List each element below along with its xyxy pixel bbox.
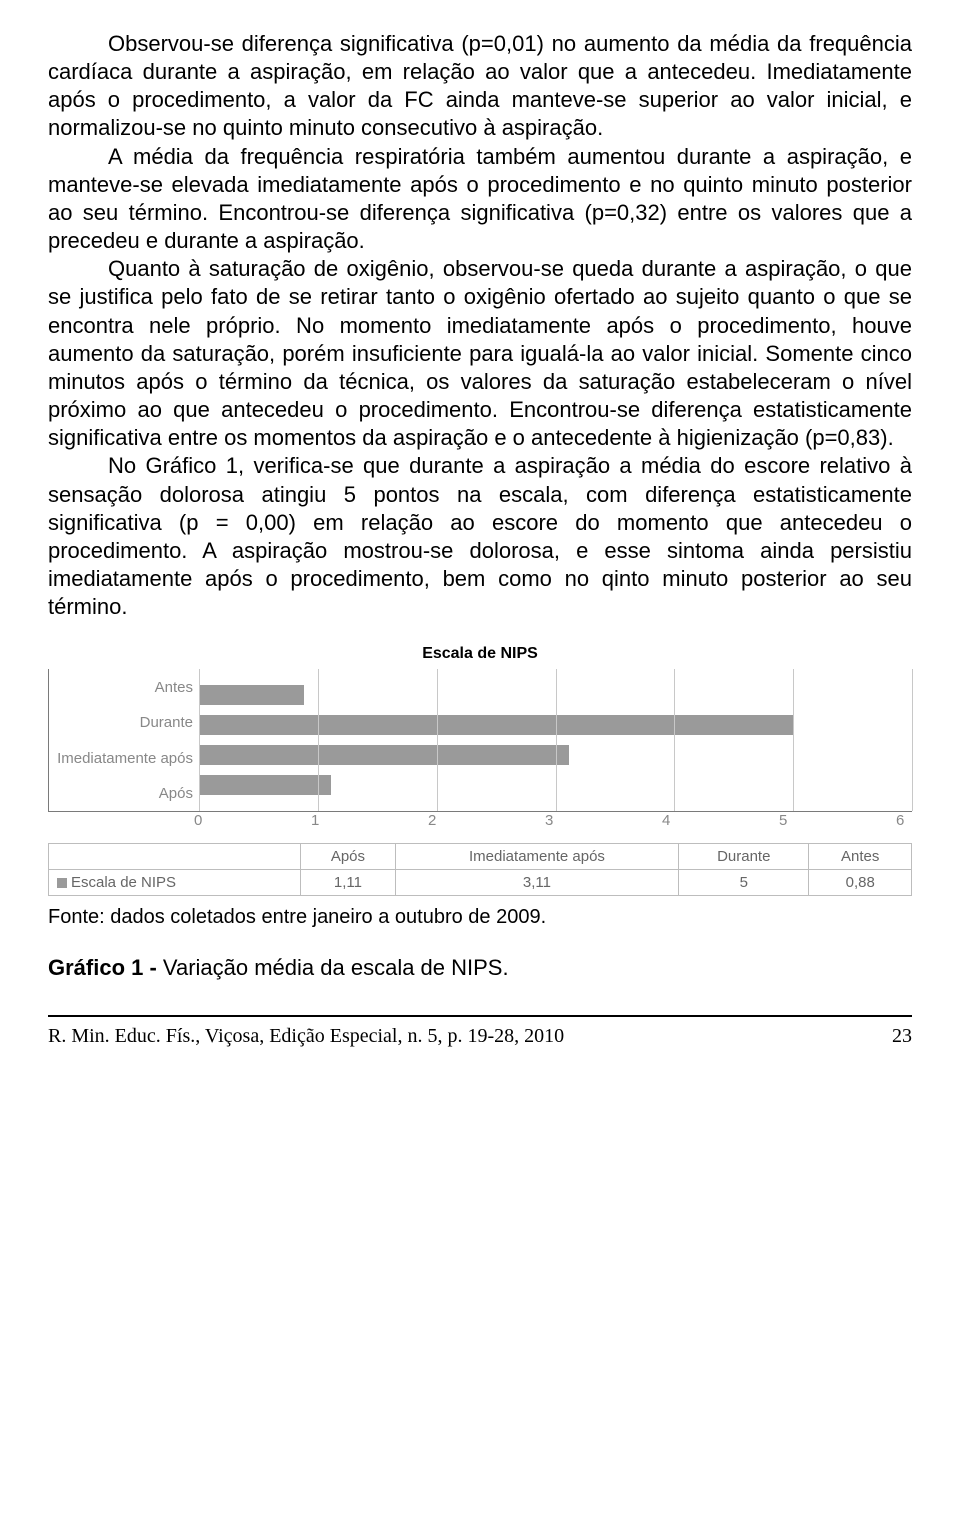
chart-gridline (318, 669, 319, 811)
chart-bar (199, 715, 793, 735)
chart-bars (199, 669, 912, 811)
paragraph-2: A média da frequência respiratória també… (48, 143, 912, 256)
y-label-antes: Antes (49, 673, 193, 702)
chart-bar (199, 745, 569, 765)
chart-bar (199, 775, 331, 795)
legend-series-cell: Escala de NIPS (49, 870, 301, 896)
chart-gridline (793, 669, 794, 811)
chart-title: Escala de NIPS (48, 645, 912, 663)
chart-x-tick: 6 (900, 812, 912, 829)
chart-x-tick: 3 (549, 812, 666, 829)
paragraph-1: Observou-se diferença significativa (p=0… (48, 30, 912, 143)
chart-caption-bold: Gráfico 1 - (48, 955, 163, 980)
chart-x-tick: 5 (783, 812, 900, 829)
chart-area: Antes Durante Imediatamente após Após 01… (48, 669, 912, 829)
y-label-imediatamente: Imediatamente após (49, 744, 193, 773)
chart-y-labels: Antes Durante Imediatamente após Após (49, 669, 199, 811)
chart-x-tick: 4 (666, 812, 783, 829)
legend-series-label: Escala de NIPS (71, 874, 176, 891)
chart-caption-rest: Variação média da escala de NIPS. (163, 955, 509, 980)
chart-x-tick: 0 (198, 812, 315, 829)
chart-bar (199, 685, 304, 705)
legend-col-3: Antes (809, 844, 912, 870)
chart-gridline (912, 669, 913, 811)
legend-val-2: 5 (679, 870, 809, 896)
legend-val-0: 1,11 (301, 870, 396, 896)
paragraph-4: No Gráfico 1, verifica-se que durante a … (48, 452, 912, 621)
body-text: Observou-se diferença significativa (p=0… (48, 30, 912, 621)
legend-col-1: Imediatamente após (395, 844, 678, 870)
legend-val-3: 0,88 (809, 870, 912, 896)
footer-citation: R. Min. Educ. Fís., Viçosa, Edição Espec… (48, 1025, 564, 1048)
chart-plot: Antes Durante Imediatamente após Após (48, 669, 912, 812)
footer: R. Min. Educ. Fís., Viçosa, Edição Espec… (48, 1025, 912, 1048)
y-label-durante: Durante (49, 708, 193, 737)
y-label-apos: Após (49, 779, 193, 808)
chart-gridline (199, 669, 200, 811)
footer-rule (48, 1015, 912, 1017)
chart-source: Fonte: dados coletados entre janeiro a o… (48, 906, 912, 929)
chart-gridline (556, 669, 557, 811)
chart-x-ticks: 0123456 (198, 812, 912, 829)
footer-page-number: 23 (892, 1025, 912, 1048)
nips-chart: Escala de NIPS Antes Durante Imediatamen… (48, 645, 912, 896)
chart-x-tick: 1 (315, 812, 432, 829)
chart-caption: Gráfico 1 - Variação média da escala de … (48, 955, 912, 981)
legend-col-0: Após (301, 844, 396, 870)
legend-blank-header (49, 844, 301, 870)
chart-gridline (437, 669, 438, 811)
chart-legend-table: Após Imediatamente após Durante Antes Es… (48, 843, 912, 896)
legend-swatch-icon (57, 878, 67, 888)
chart-x-tick: 2 (432, 812, 549, 829)
page: Observou-se diferença significativa (p=0… (0, 0, 960, 1068)
chart-gridline (674, 669, 675, 811)
paragraph-3: Quanto à saturação de oxigênio, observou… (48, 255, 912, 452)
legend-val-1: 3,11 (395, 870, 678, 896)
legend-col-2: Durante (679, 844, 809, 870)
